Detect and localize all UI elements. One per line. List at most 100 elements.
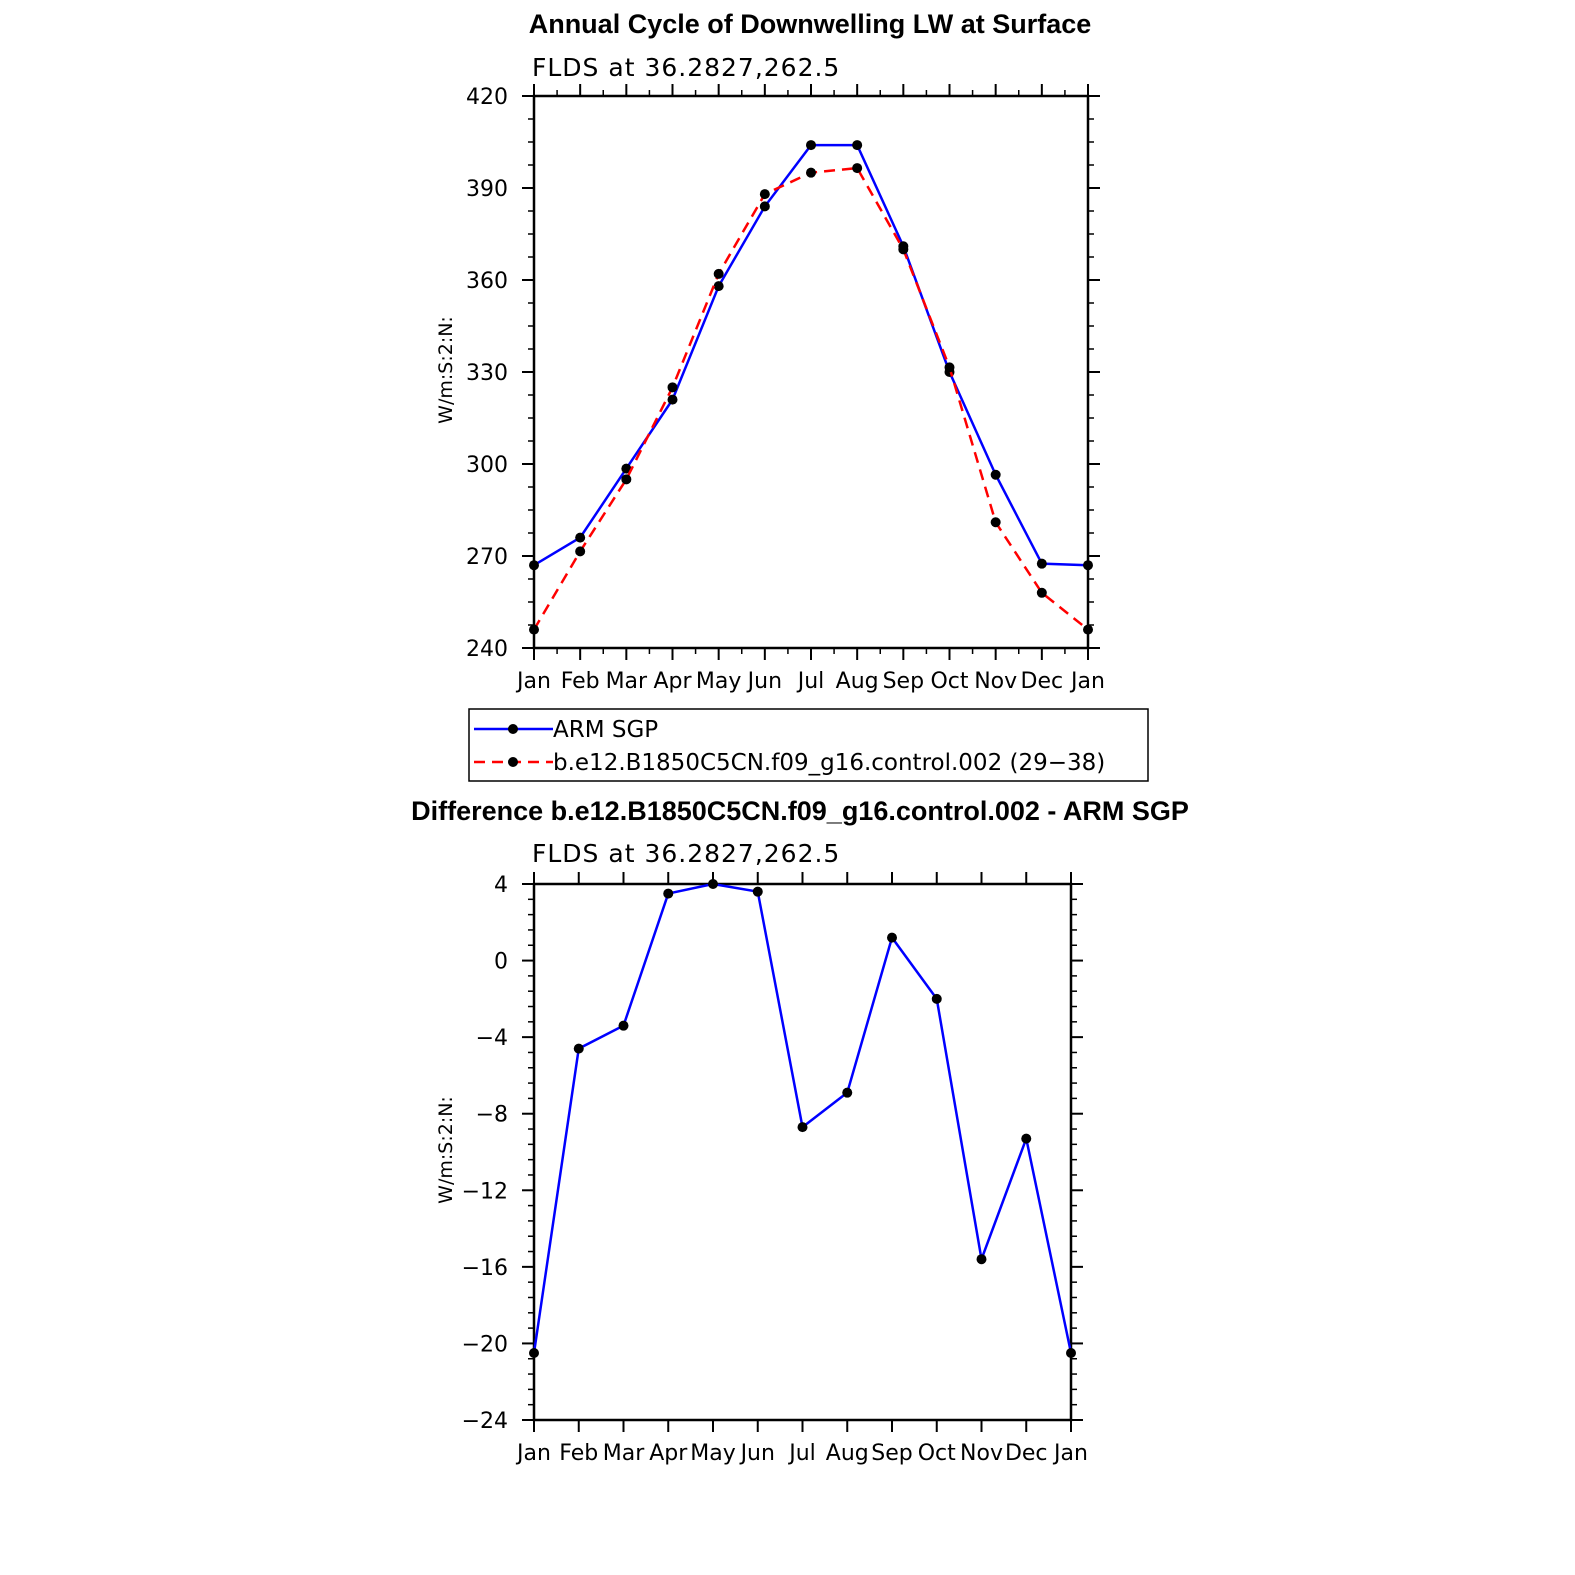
data-point-0-6 — [797, 1122, 808, 1133]
x-tick-label: Jul — [787, 1441, 816, 1466]
data-point-1-4 — [713, 268, 724, 279]
y-tick-label: −24 — [462, 1409, 508, 1434]
x-tick-label: Jan — [1052, 1441, 1088, 1466]
series-line-1 — [532, 166, 1089, 631]
difference-chart: Difference b.e12.B1850C5CN.f09_g16.contr… — [411, 796, 1189, 1466]
y-tick-label: 270 — [466, 545, 508, 570]
x-tick-label: Mar — [606, 669, 648, 694]
x-tick-label: Sep — [883, 669, 924, 694]
data-point-0-6 — [806, 140, 816, 151]
series-lines — [529, 140, 1093, 635]
y-tick-label: −12 — [462, 1179, 508, 1204]
y-tick-label: 300 — [466, 453, 508, 478]
plot-frame — [532, 882, 1073, 1422]
data-point-1-2 — [621, 474, 632, 485]
plot-border — [532, 882, 1073, 1422]
data-point-1-6 — [806, 167, 816, 178]
data-point-0-11 — [1036, 558, 1047, 569]
x-tick-label: Nov — [974, 669, 1017, 694]
data-point-1-9 — [944, 362, 955, 373]
y-tick-label: 420 — [466, 85, 508, 110]
data-point-1-0 — [529, 624, 539, 635]
x-tick-label: Oct — [930, 669, 968, 694]
x-tick-label: Jan — [515, 1441, 551, 1466]
data-point-0-4 — [708, 879, 718, 889]
data-point-0-10 — [990, 469, 1001, 480]
series-line-0 — [533, 143, 1089, 567]
series-line-0 — [532, 882, 1073, 1354]
data-point-1-7 — [852, 163, 863, 174]
axis-ticks: 240 270 300 330 360 390 420 Jan Feb Mar Apr May Jun J… — [466, 84, 1105, 694]
data-point-0-0 — [529, 560, 539, 571]
x-tick-label: Jan — [515, 669, 551, 694]
series-lines — [529, 879, 1076, 1358]
chart-title: Annual Cycle of Downwelling LW at Surfac… — [529, 9, 1092, 39]
data-point-1-12 — [1083, 624, 1093, 635]
y-axis-label: W/m:S:2:N: — [435, 1096, 457, 1204]
y-tick-label: −20 — [462, 1332, 508, 1357]
legend-label-arm-sgp: ARM SGP — [553, 717, 658, 743]
data-point-0-4 — [713, 281, 724, 292]
y-tick-label: 330 — [466, 361, 508, 386]
chart-title: Difference b.e12.B1850C5CN.f09_g16.contr… — [411, 796, 1189, 826]
x-tick-label: Feb — [561, 669, 600, 694]
y-tick-label: −16 — [462, 1256, 508, 1281]
y-tick-label: 240 — [466, 637, 508, 662]
data-point-0-2 — [618, 1020, 629, 1031]
data-point-0-11 — [1021, 1133, 1032, 1144]
y-tick-label: 0 — [494, 950, 508, 975]
data-point-0-3 — [663, 888, 674, 899]
data-point-0-7 — [852, 140, 863, 151]
x-tick-label: Dec — [1021, 669, 1064, 694]
data-point-1-1 — [575, 546, 586, 557]
plot-border — [532, 94, 1090, 650]
y-tick-label: 4 — [494, 873, 508, 898]
data-point-0-0 — [529, 1348, 539, 1358]
x-tick-label: Oct — [918, 1441, 956, 1466]
legend-box — [468, 708, 1149, 782]
legend-marker-arm-sgp — [508, 724, 518, 734]
y-tick-label: 390 — [466, 177, 508, 202]
x-tick-label: Mar — [603, 1441, 645, 1466]
legend-marker-model — [508, 757, 518, 767]
x-tick-label: Apr — [649, 1441, 688, 1466]
x-tick-label: Nov — [960, 1441, 1003, 1466]
y-tick-label: 360 — [466, 269, 508, 294]
legend: ARM SGP b.e12.B1850C5CN.f09_g16.control.… — [468, 708, 1149, 782]
data-point-0-8 — [887, 932, 897, 943]
x-tick-label: Dec — [1005, 1441, 1048, 1466]
x-tick-label: May — [690, 1441, 735, 1466]
x-tick-label: Jul — [796, 669, 825, 694]
x-tick-label: Jan — [1069, 669, 1105, 694]
x-tick-label: Aug — [826, 1441, 869, 1466]
data-point-0-1 — [573, 1043, 584, 1054]
x-tick-label: May — [696, 669, 741, 694]
x-tick-label: Apr — [653, 669, 692, 694]
data-point-0-9 — [931, 993, 942, 1004]
data-point-1-10 — [990, 517, 1001, 528]
y-axis-label: W/m:S:2:N: — [435, 316, 457, 424]
data-point-0-5 — [759, 201, 770, 212]
data-point-0-5 — [752, 886, 763, 897]
legend-label-model: b.e12.B1850C5CN.f09_g16.control.002 (29−… — [553, 750, 1105, 776]
data-point-0-2 — [621, 463, 632, 474]
data-point-0-12 — [1083, 560, 1093, 571]
x-tick-label: Jun — [739, 1441, 775, 1466]
data-point-0-12 — [1066, 1348, 1076, 1358]
data-point-1-5 — [759, 189, 770, 200]
y-tick-label: −4 — [476, 1026, 508, 1051]
x-tick-label: Feb — [559, 1441, 598, 1466]
axis-ticks: −24 −20 −16 −12 −8 −4 0 4 Jan Feb Mar Apr May Jun Jul A… — [462, 872, 1088, 1466]
data-point-1-11 — [1036, 587, 1047, 598]
data-point-0-3 — [667, 394, 678, 405]
data-point-1-3 — [667, 382, 678, 393]
plot-frame — [532, 94, 1090, 650]
x-tick-label: Aug — [836, 669, 879, 694]
data-point-1-8 — [898, 244, 909, 255]
x-tick-label: Sep — [871, 1441, 912, 1466]
chart-subtitle: FLDS at 36.2827,262.5 — [532, 53, 840, 82]
y-tick-label: −8 — [476, 1103, 508, 1128]
annual-cycle-chart: Annual Cycle of Downwelling LW at Surfac… — [435, 9, 1105, 694]
data-point-0-10 — [976, 1254, 987, 1265]
